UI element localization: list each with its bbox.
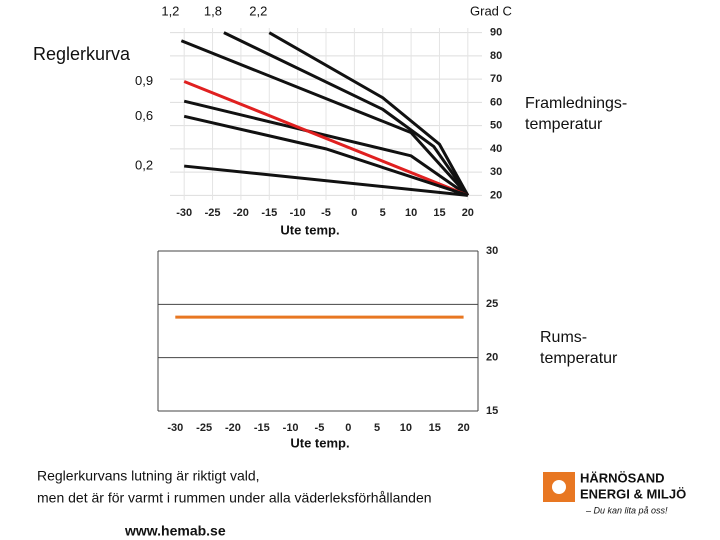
logo: HÄRNÖSAND ENERGI & MILJÖ – Du kan lita p…	[543, 470, 686, 515]
x-tick-label: -10	[290, 207, 306, 219]
y-tick-label: 25	[486, 298, 498, 310]
y-tick-label: 60	[490, 96, 502, 108]
x-tick-label: -15	[261, 207, 277, 219]
y-tick-label: 20	[490, 189, 502, 201]
x-axis-title: Ute temp.	[280, 222, 339, 237]
x-tick-label: -25	[205, 207, 221, 219]
logo-slogan: – Du kan lita på oss!	[585, 505, 668, 515]
x-tick-label: 15	[433, 207, 445, 219]
series-label: 2,2	[249, 3, 267, 18]
logo-text: HÄRNÖSAND	[580, 470, 665, 485]
y-tick-label: 90	[490, 27, 502, 39]
x-tick-label: -5	[321, 207, 331, 219]
x-tick-label: 5	[380, 207, 386, 219]
x-tick-label: 10	[400, 422, 412, 434]
x-tick-label: 15	[429, 422, 441, 434]
y-tick-label: 50	[490, 120, 502, 132]
y-label: Rums-	[540, 329, 587, 346]
x-tick-label: -30	[176, 207, 192, 219]
series-label: 0,9	[135, 73, 153, 88]
x-axis-title: Ute temp.	[290, 435, 349, 450]
y-tick-label: 80	[490, 50, 502, 62]
x-tick-label: -15	[254, 422, 270, 434]
caption: Reglerkurvans lutning är riktigt vald,	[37, 468, 260, 484]
series-line	[184, 164, 468, 197]
website: www.hemab.se	[124, 523, 226, 539]
x-tick-label: 10	[405, 207, 417, 219]
series-label: 0,2	[135, 158, 153, 173]
caption: men det är för varmt i rummen under alla…	[37, 490, 432, 506]
y-tick-label: 30	[486, 245, 498, 257]
slide-title: Reglerkurva	[33, 44, 131, 64]
series-line	[183, 114, 469, 197]
y-label: temperatur	[525, 116, 603, 133]
y-label: temperatur	[540, 350, 618, 367]
y-tick-label: 40	[490, 143, 502, 155]
y-tick-label: 70	[490, 73, 502, 85]
series-label: 1,8	[204, 3, 222, 18]
y-tick-label: 15	[486, 405, 498, 417]
logo-text: ENERGI & MILJÖ	[580, 486, 686, 501]
x-tick-label: -30	[167, 422, 183, 434]
x-tick-label: -20	[233, 207, 249, 219]
x-tick-label: -25	[196, 422, 212, 434]
series-line	[183, 80, 469, 197]
series-line	[223, 31, 470, 197]
y-label: Framlednings-	[525, 95, 627, 112]
x-tick-label: 0	[351, 207, 357, 219]
y-unit: Grad C	[470, 3, 512, 18]
x-tick-label: 20	[462, 207, 474, 219]
y-tick-label: 20	[486, 352, 498, 364]
x-tick-label: -10	[283, 422, 299, 434]
series-label: 0,6	[135, 108, 153, 123]
series-line	[180, 39, 469, 197]
x-tick-label: 5	[374, 422, 380, 434]
y-tick-label: 30	[490, 166, 502, 178]
x-tick-label: 20	[457, 422, 469, 434]
logo-icon-mark	[552, 480, 566, 494]
series-line	[268, 31, 470, 197]
x-tick-label: 0	[345, 422, 351, 434]
x-tick-label: -5	[315, 422, 325, 434]
series-label: 1,2	[161, 3, 179, 18]
series-line	[183, 99, 469, 197]
x-tick-label: -20	[225, 422, 241, 434]
